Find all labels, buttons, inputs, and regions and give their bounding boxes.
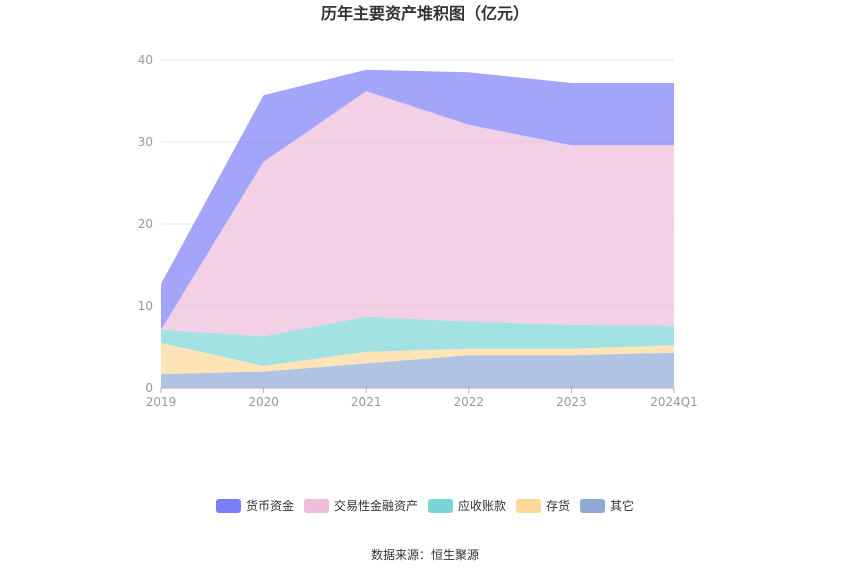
x-tick-label: 2023 bbox=[556, 395, 587, 409]
y-tick-label: 10 bbox=[138, 299, 153, 313]
area-layer bbox=[161, 69, 674, 388]
legend-item-其它[interactable]: 其它 bbox=[580, 498, 634, 513]
axis-layer: 0 10 20 30 40 2019 2020 2021 2022 2023 2024Q1 bbox=[138, 53, 698, 409]
legend-label: 其它 bbox=[610, 498, 634, 513]
x-tick-label: 2024Q1 bbox=[650, 395, 698, 409]
legend-item-存货[interactable]: 存货 bbox=[516, 498, 570, 513]
legend-label: 存货 bbox=[546, 498, 570, 513]
legend-swatch bbox=[216, 499, 241, 513]
area-series-应收账款 bbox=[161, 316, 674, 366]
chart-title: 历年主要资产堆积图（亿元） bbox=[321, 4, 529, 23]
y-tick-label: 40 bbox=[138, 53, 153, 67]
legend-label: 交易性金融资产 bbox=[334, 498, 418, 513]
y-tick-label: 0 bbox=[145, 381, 153, 395]
legend-item-货币资金[interactable]: 货币资金 bbox=[216, 498, 294, 513]
legend-swatch bbox=[304, 499, 329, 513]
area-series-其它 bbox=[161, 352, 674, 388]
x-tick-label: 2019 bbox=[146, 395, 177, 409]
x-tick-label: 2021 bbox=[351, 395, 382, 409]
legend-item-应收账款[interactable]: 应收账款 bbox=[428, 498, 506, 513]
legend-swatch bbox=[580, 499, 605, 513]
legend-swatch bbox=[428, 499, 453, 513]
y-tick-label: 30 bbox=[138, 135, 153, 149]
legend-label: 货币资金 bbox=[246, 498, 294, 513]
source-note: 数据来源：恒生聚源 bbox=[371, 547, 479, 562]
area-series-存货 bbox=[161, 342, 674, 375]
legend-item-交易性金融资产[interactable]: 交易性金融资产 bbox=[304, 498, 418, 513]
x-tick-label: 2022 bbox=[454, 395, 485, 409]
legend-label: 应收账款 bbox=[458, 498, 506, 513]
area-series-交易性金融资产 bbox=[161, 91, 674, 337]
x-tick-label: 2020 bbox=[248, 395, 279, 409]
legend-swatch bbox=[516, 499, 541, 513]
y-tick-label: 20 bbox=[138, 217, 153, 231]
area-series-货币资金 bbox=[161, 69, 674, 330]
legend[interactable]: 货币资金 交易性金融资产 应收账款 存货 其它 bbox=[216, 498, 634, 513]
